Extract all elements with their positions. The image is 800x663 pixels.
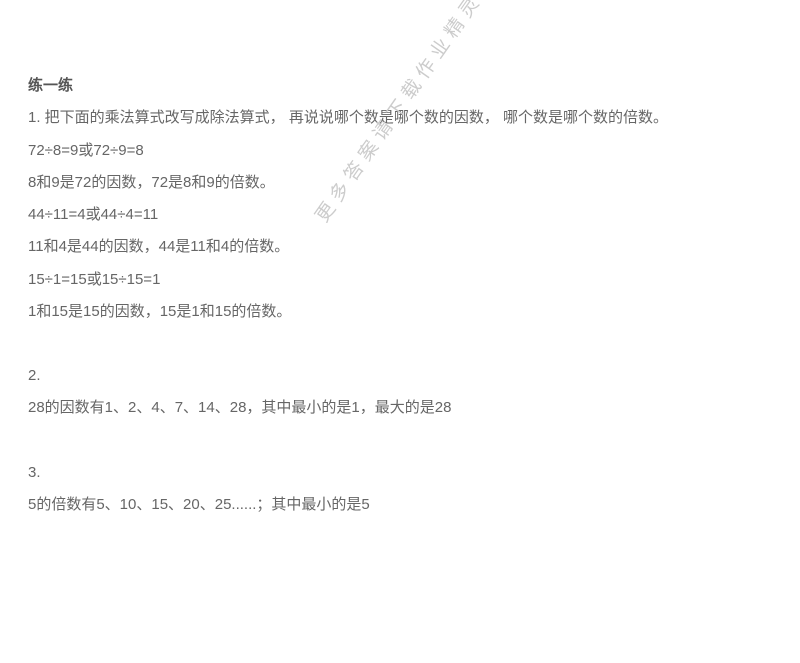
section-title: 练一练 [28, 70, 772, 102]
q1-line: 72÷8=9或72÷9=8 [28, 135, 772, 167]
section-gap [28, 425, 772, 457]
q1-prompt: 1. 把下面的乘法算式改写成除法算式， 再说说哪个数是哪个数的因数， 哪个数是哪… [28, 102, 772, 134]
q1-line: 1和15是15的因数，15是1和15的倍数。 [28, 296, 772, 328]
section-gap [28, 328, 772, 360]
q1-line: 8和9是72的因数，72是8和9的倍数。 [28, 167, 772, 199]
q2-label: 2. [28, 360, 772, 392]
q1-line: 15÷1=15或15÷15=1 [28, 264, 772, 296]
q2-text: 28的因数有1、2、4、7、14、28，其中最小的是1，最大的是28 [28, 392, 772, 424]
q3-label: 3. [28, 457, 772, 489]
q1-line: 11和4是44的因数，44是11和4的倍数。 [28, 231, 772, 263]
document-body: 练一练 1. 把下面的乘法算式改写成除法算式， 再说说哪个数是哪个数的因数， 哪… [28, 70, 772, 521]
q3-text: 5的倍数有5、10、15、20、25......；其中最小的是5 [28, 489, 772, 521]
q1-line: 44÷11=4或44÷4=11 [28, 199, 772, 231]
